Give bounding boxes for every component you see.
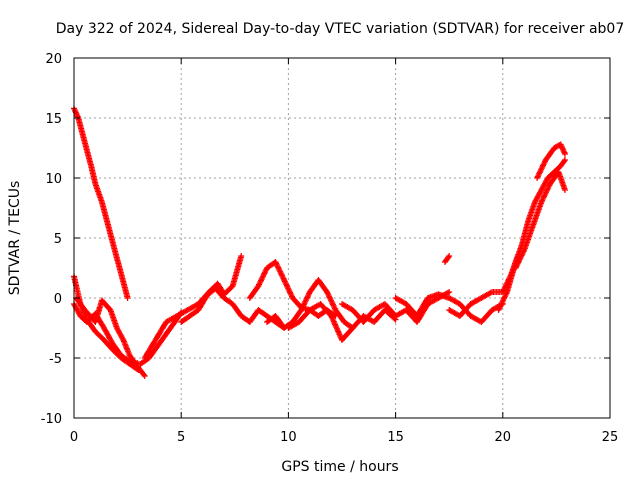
x-tick-label: 25	[602, 430, 619, 445]
x-axis-ticks: 0 5 10 15 20 25	[70, 58, 618, 445]
x-tick-label: 0	[70, 430, 78, 445]
marker-trace	[285, 301, 399, 343]
track-1	[71, 105, 131, 301]
marker-trace	[495, 157, 568, 313]
track-9	[285, 301, 399, 343]
y-axis-label: SDTVAR / TECUs	[7, 181, 23, 296]
track-14	[495, 157, 568, 313]
y-tick-label: -5	[49, 352, 62, 367]
y-tick-label: 15	[45, 112, 62, 127]
track-8	[264, 277, 356, 331]
marker-trace	[512, 169, 568, 271]
grid	[74, 58, 610, 418]
y-tick-label: 20	[45, 52, 62, 67]
x-axis-label: GPS time / hours	[281, 459, 398, 475]
marker-trace	[534, 141, 568, 181]
track-16	[534, 141, 568, 181]
y-axis-ticks: -10 -5 0 5 10 15 20	[41, 52, 610, 427]
marker-trace	[71, 105, 131, 301]
y-tick-label: 10	[45, 172, 62, 187]
chart-title: Day 322 of 2024, Sidereal Day-to-day VTE…	[56, 21, 625, 37]
track-10	[339, 289, 453, 325]
x-tick-label: 20	[495, 430, 512, 445]
y-tick-label: 0	[54, 292, 62, 307]
marker-trace	[339, 289, 453, 325]
marker-trace	[441, 253, 453, 265]
x-tick-label: 10	[280, 430, 297, 445]
y-tick-label: -10	[41, 412, 62, 427]
data-points	[71, 105, 568, 379]
marker-trace	[264, 277, 356, 331]
y-tick-label: 5	[54, 232, 62, 247]
track-15	[512, 169, 568, 271]
x-tick-label: 15	[387, 430, 404, 445]
track-12	[441, 253, 453, 265]
x-tick-label: 5	[177, 430, 185, 445]
